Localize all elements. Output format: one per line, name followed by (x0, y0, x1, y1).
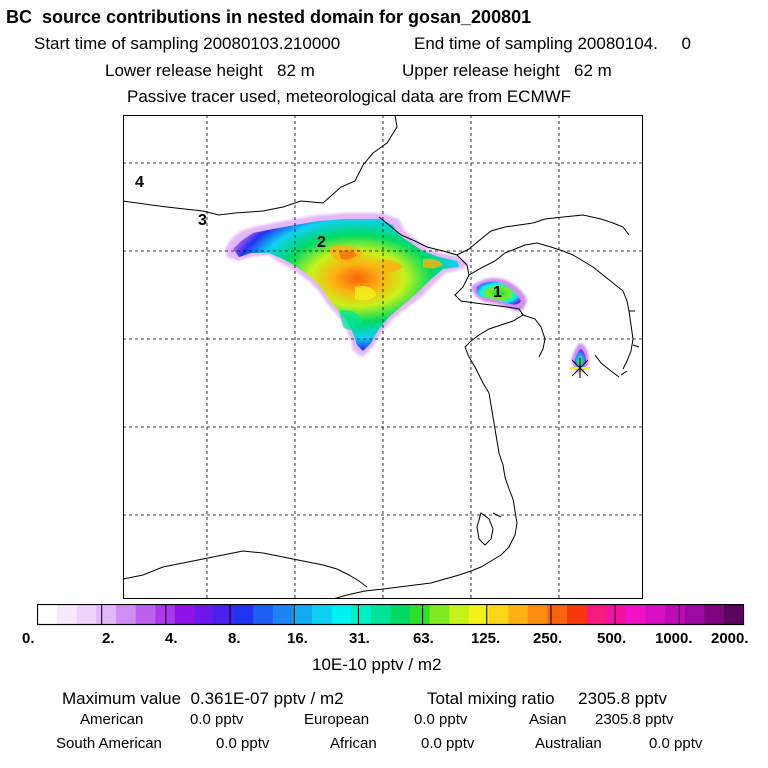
region-name: Asian (529, 711, 567, 728)
lower-release-label: Lower release height 82 m (105, 61, 315, 80)
colorbar-cell (96, 604, 117, 625)
colorbar-cell (723, 604, 744, 625)
start-time-label: Start time of sampling 20080103.210000 (34, 34, 341, 53)
region-name: South American (56, 735, 162, 752)
region-value: 0.0 pptv (190, 711, 244, 728)
region-name: American (80, 711, 144, 728)
region-value: 2305.8 pptv (595, 711, 674, 728)
colorbar-cell (351, 604, 372, 625)
map-label-3: 3 (198, 212, 207, 229)
colorbar-cell (370, 604, 391, 625)
colorbar-cell (488, 604, 509, 625)
colorbar-cell (37, 604, 58, 625)
region-name: Australian (535, 735, 602, 752)
colorbar-cell (665, 604, 685, 625)
region-value: 0.0 pptv (216, 735, 270, 752)
colorbar-cell (292, 604, 313, 625)
colorbar-cell (547, 604, 568, 625)
colorbar-cell (468, 604, 489, 625)
colorbar-tick: 8. (228, 630, 241, 647)
colorbar-cell (214, 604, 234, 625)
region-value: 0.0 pptv (421, 735, 475, 752)
colorbar-tick: 125. (471, 630, 501, 647)
colorbar-cell (567, 604, 587, 625)
map-frame (123, 115, 643, 599)
colorbar-cell (390, 604, 411, 625)
colorbar-cell (449, 604, 470, 625)
region-name: African (330, 735, 377, 752)
max-value: Maximum value 0.361E-07 pptv / m2 (62, 689, 344, 708)
concentration-plume-shandong (471, 278, 527, 312)
colorbar-cell (331, 604, 352, 625)
coastlines (123, 115, 640, 599)
colorbar-cell (194, 604, 215, 625)
upper-release-label: Upper release height 62 m (402, 61, 612, 80)
map-label-1: 1 (493, 284, 502, 301)
colorbar-cell (174, 604, 195, 625)
colorbar-tick: 1000. (655, 630, 693, 647)
colorbar-cell (272, 604, 293, 625)
colorbar-cell (429, 604, 450, 625)
colorbar-tick: 16. (287, 630, 308, 647)
colorbar-cell (155, 604, 176, 625)
colorbar-cell (684, 604, 705, 625)
colorbar-cell (253, 604, 274, 625)
source-contribution-map: 4 3 2 1 (123, 115, 643, 599)
map-label-4: 4 (135, 174, 144, 191)
colorbar-cell (586, 604, 607, 625)
colorbar-tick: 500. (597, 630, 627, 647)
end-time-label: End time of sampling 20080104. 0 (414, 34, 691, 53)
colorbar-cell (57, 604, 78, 625)
colorbar-cell (312, 604, 332, 625)
colorbar-cell (625, 604, 646, 625)
colorbar (37, 604, 745, 626)
colorbar-tick: 31. (349, 630, 370, 647)
colorbar-tick: 63. (413, 630, 434, 647)
graticule (123, 115, 643, 599)
region-name: European (304, 711, 370, 728)
colorbar-cell (645, 604, 666, 625)
tracer-note: Passive tracer used, meteorological data… (127, 87, 572, 106)
colorbar-cell (704, 604, 725, 625)
colorbar-cell (76, 604, 97, 625)
plot-title: BC source contributions in nested domain… (6, 7, 532, 27)
star-icon (570, 358, 590, 378)
region-value: 0.0 pptv (414, 711, 468, 728)
colorbar-tick: 4. (165, 630, 178, 647)
colorbar-cell (135, 604, 156, 625)
colorbar-tick: 250. (533, 630, 563, 647)
colorbar-cell (508, 604, 529, 625)
colorbar-cell (527, 604, 548, 625)
colorbar-tick: 2. (102, 630, 115, 647)
colorbar-cell (233, 604, 254, 625)
colorbar-cell (606, 604, 627, 625)
colorbar-cell (410, 604, 431, 625)
colorbar-tick: 2000. (711, 630, 749, 647)
concentration-plume (225, 213, 469, 357)
region-value: 0.0 pptv (649, 735, 703, 752)
map-label-2: 2 (317, 234, 326, 251)
colorbar-unit: 10E-10 pptv / m2 (312, 655, 442, 674)
total-mixing-ratio: Total mixing ratio 2305.8 pptv (427, 689, 668, 708)
colorbar-tick: 0. (22, 630, 35, 647)
colorbar-cell (115, 604, 136, 625)
